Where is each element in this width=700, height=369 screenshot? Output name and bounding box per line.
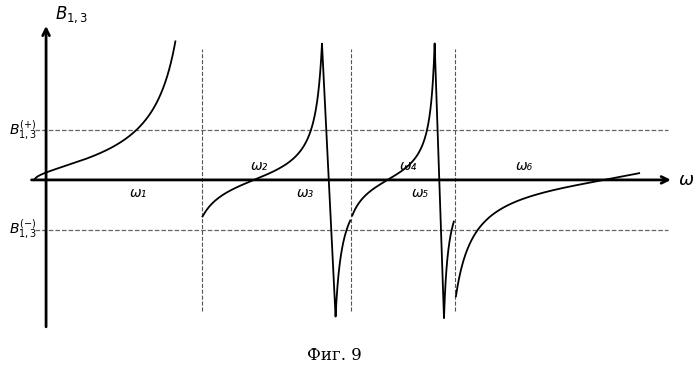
Text: $B_{1,3}^{(-)}$: $B_{1,3}^{(-)}$ [9, 218, 37, 241]
Text: $B_{1,3}^{(+)}$: $B_{1,3}^{(+)}$ [9, 118, 37, 142]
Text: $\omega$: $\omega$ [678, 171, 694, 189]
Text: Фиг. 9: Фиг. 9 [307, 347, 361, 365]
Text: ω₃: ω₃ [297, 186, 314, 200]
Text: $B_{1,3}$: $B_{1,3}$ [55, 4, 88, 25]
Text: ω₆: ω₆ [515, 159, 533, 173]
Text: ω₅: ω₅ [412, 186, 429, 200]
Text: ω₄: ω₄ [400, 159, 417, 173]
Text: ω₂: ω₂ [251, 159, 267, 173]
Text: ω₁: ω₁ [130, 186, 147, 200]
